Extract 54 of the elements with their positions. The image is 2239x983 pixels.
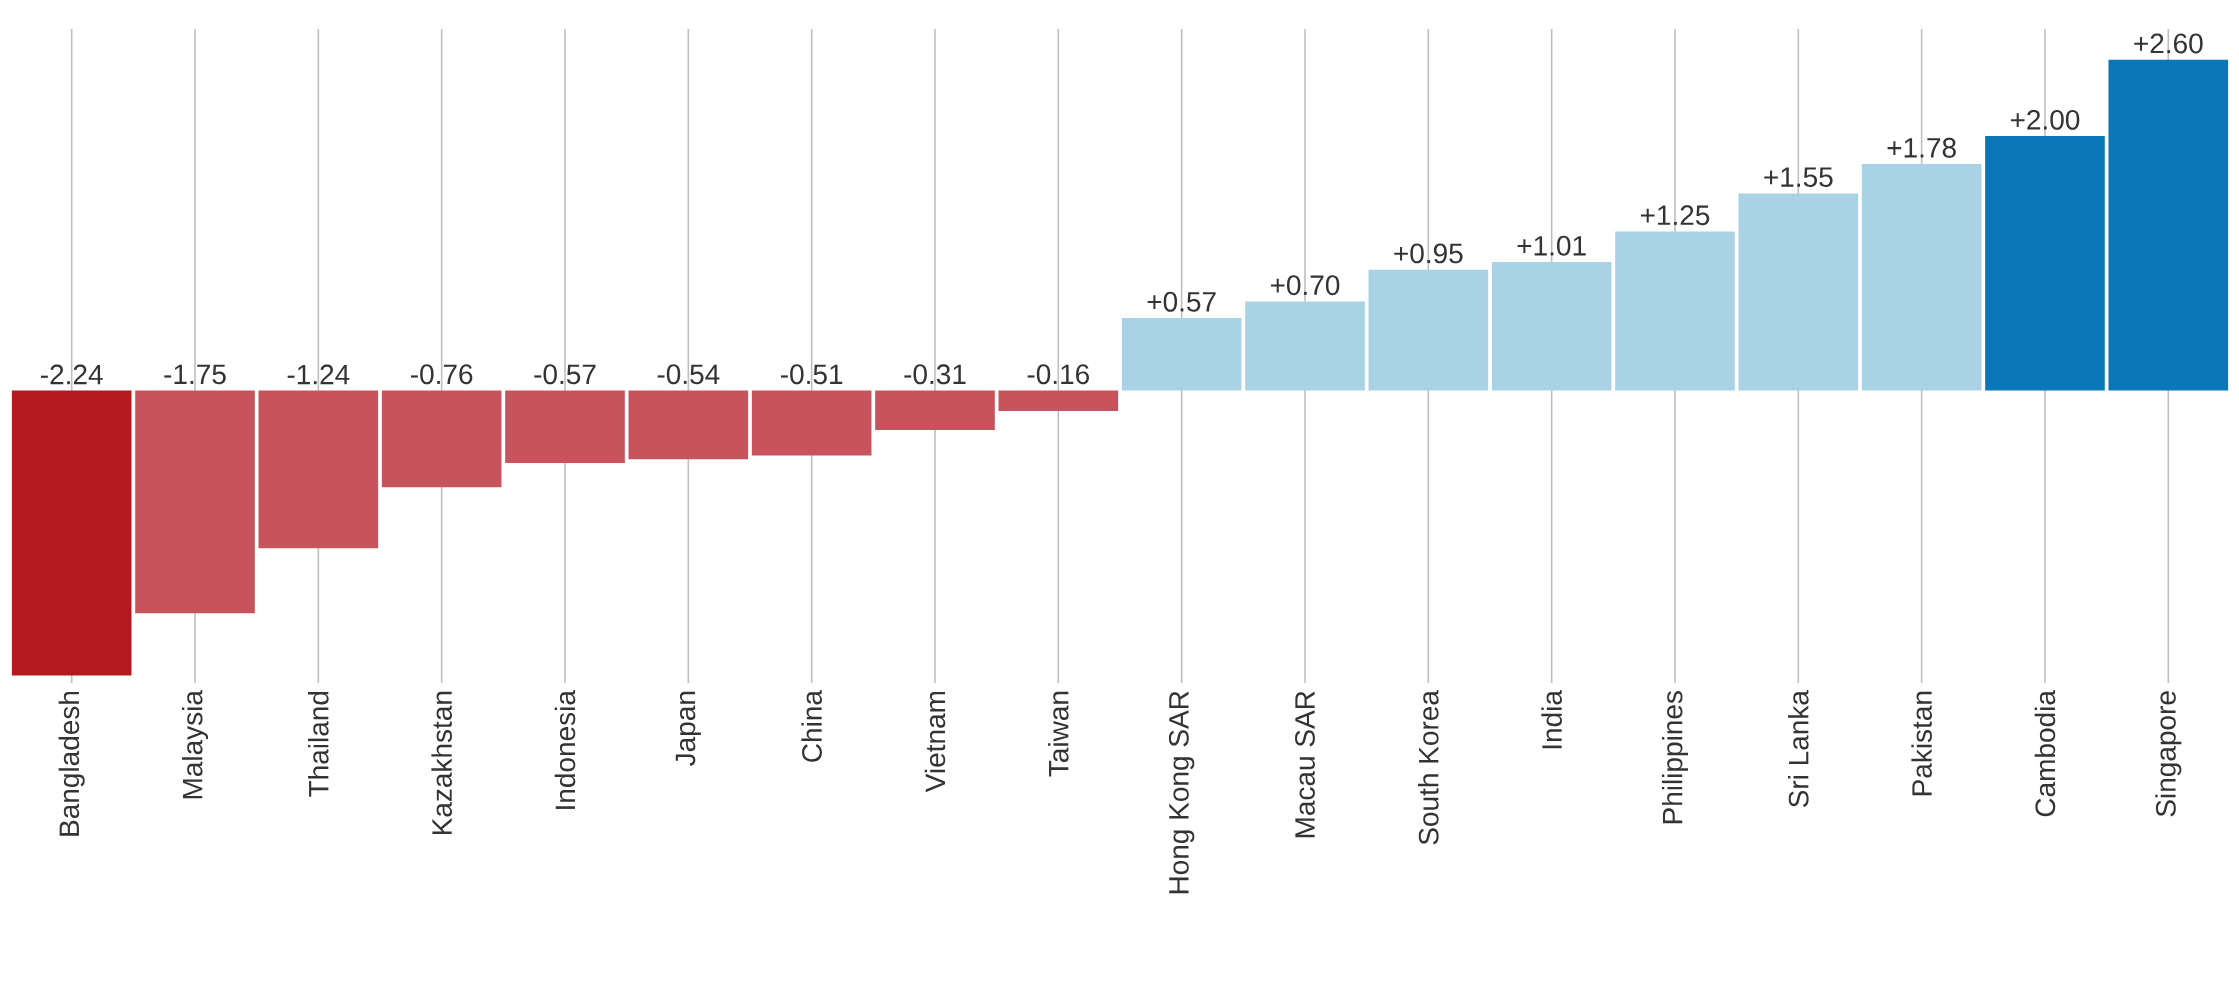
data-label: +2.00: [2010, 109, 2080, 130]
bar: [1985, 136, 2105, 391]
x-tick-label: Japan: [675, 691, 701, 766]
bar: [998, 390, 1119, 411]
bar: [505, 390, 625, 464]
data-label: -1.24: [287, 364, 350, 385]
x-tick-label: Philippines: [1661, 691, 1689, 824]
data-label: -0.51: [781, 364, 843, 385]
bar: [381, 390, 502, 488]
bar: [875, 390, 995, 431]
x-tick-label: Sri Lanka: [1788, 690, 1809, 808]
x-tick-label: China: [801, 690, 822, 762]
data-label: -2.24: [41, 364, 103, 385]
bar: [1861, 164, 1982, 391]
bar: [751, 390, 872, 456]
bar: [135, 390, 255, 614]
data-label: -0.31: [904, 364, 966, 385]
x-tick-label: Thailand: [308, 691, 329, 797]
data-label: +1.78: [1887, 137, 1956, 158]
bar: [1245, 301, 1365, 391]
bar: [2108, 59, 2229, 391]
bar: [1368, 269, 1489, 391]
data-label: -1.75: [164, 364, 226, 385]
data-label: -0.54: [657, 364, 720, 385]
bar: [258, 390, 379, 549]
bar: [11, 390, 132, 676]
x-tick-label: India: [1541, 690, 1562, 749]
bar: [628, 390, 749, 460]
data-label: -0.16: [1027, 364, 1089, 385]
x-tick-label: Vietnam: [924, 691, 946, 793]
data-label: -0.57: [534, 364, 596, 385]
bar: [1615, 231, 1735, 391]
x-tick-label: Indonesia: [554, 690, 576, 809]
x-tick-label: Bangladesh: [58, 691, 85, 836]
data-label: -0.76: [411, 364, 473, 385]
data-label: +2.60: [2134, 33, 2203, 54]
data-label: +0.57: [1147, 291, 1216, 312]
x-tick-label: Macau SAR: [1295, 691, 1315, 838]
x-tick-label: Hong Kong SAR: [1168, 691, 1195, 894]
data-label: +0.70: [1270, 275, 1340, 296]
bar: [1121, 318, 1242, 391]
data-label: +1.01: [1517, 235, 1586, 256]
x-tick-label: Singapore: [2155, 691, 2182, 817]
x-tick-label: South Korea: [1418, 690, 1439, 845]
x-tick-label: Cambodia: [2034, 690, 2056, 817]
x-tick-label: Kazakhstan: [431, 691, 452, 835]
x-tick-label: Malaysia: [181, 690, 209, 799]
data-label: +1.25: [1640, 205, 1710, 226]
data-label: +1.55: [1764, 167, 1833, 187]
bar: [1738, 193, 1859, 391]
x-tick-label: Taiwan: [1048, 691, 1069, 777]
bar: [1491, 262, 1612, 391]
x-tick-label: Pakistan: [1911, 691, 1932, 796]
data-label: +0.95: [1394, 243, 1463, 264]
